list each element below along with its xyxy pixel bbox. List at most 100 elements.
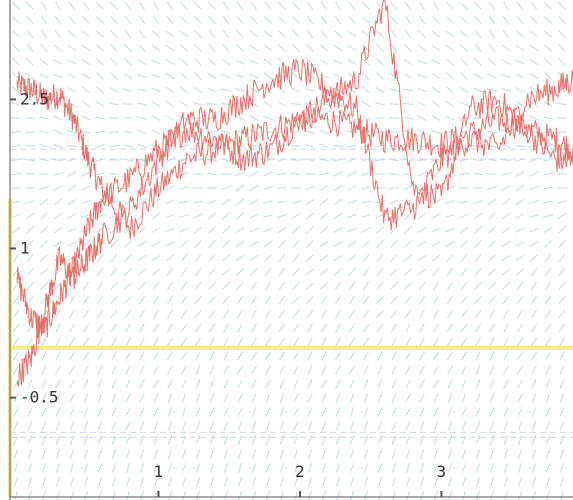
slope-segment: [235, 59, 245, 65]
slope-segment: [515, 44, 525, 52]
slope-segment: [542, 200, 554, 204]
slope-segment: [82, 309, 90, 319]
slope-segment: [559, 407, 565, 417]
slope-segment: [138, 1, 146, 11]
slope-segment: [111, 393, 117, 403]
slope-segment: [126, 477, 130, 487]
slope-segment: [319, 254, 329, 262]
slope-segment: [378, 491, 382, 500]
slope-segment: [208, 296, 216, 304]
slope-segment: [53, 226, 63, 234]
slope-segment: [236, 1, 244, 11]
slope-segment: [293, 365, 299, 375]
slope-segment: [39, 58, 49, 66]
slope-segment: [278, 281, 286, 291]
slope-segment: [333, 241, 343, 247]
slope-segment: [333, 59, 343, 65]
slope-segment: [333, 44, 343, 52]
slope-segment: [474, 226, 482, 234]
slope-segment: [362, 253, 370, 263]
slope-segment: [377, 365, 383, 375]
slope-segment: [235, 129, 245, 135]
slope-segment: [447, 393, 453, 403]
slope-segment: [262, 131, 274, 133]
slope-segment: [237, 323, 243, 333]
slope-segment: [558, 295, 566, 305]
slope-segment: [264, 295, 272, 305]
slope-segment: [458, 173, 470, 175]
slope-segment: [251, 449, 257, 459]
slope-segment: [166, 267, 174, 277]
slope-segment: [250, 351, 258, 361]
slope-segment: [209, 449, 215, 459]
slope-segment: [279, 421, 285, 431]
slope-segment: [291, 102, 301, 106]
slope-segment: [236, 15, 244, 25]
slope-segment: [69, 379, 75, 389]
slope-segment: [263, 30, 273, 38]
slope-segment: [474, 296, 482, 304]
slope-segment: [11, 130, 21, 134]
slope-segment: [194, 2, 202, 10]
slope-segment: [446, 323, 454, 333]
slope-segment: [377, 435, 383, 445]
slope-segment: [391, 379, 397, 389]
slope-segment: [321, 323, 327, 333]
slope-segment: [503, 337, 509, 347]
slope-segment: [53, 44, 63, 52]
slope-segment: [376, 30, 384, 38]
slope-segment: [431, 114, 441, 122]
slope-segment: [69, 463, 75, 473]
slope-segment: [223, 365, 229, 375]
slope-segment: [559, 365, 565, 375]
slope-segment: [293, 351, 299, 361]
slope-segment: [95, 16, 105, 24]
slope-segment: [27, 379, 33, 389]
slope-segment: [335, 449, 341, 459]
y-tick-label: -0.5: [20, 388, 59, 407]
slope-segment: [42, 477, 46, 487]
slope-segment: [56, 449, 60, 459]
slope-segment: [151, 87, 161, 93]
slope-segment: [168, 491, 173, 500]
slope-segment: [518, 491, 523, 500]
slope-segment: [165, 45, 175, 51]
slope-segment: [124, 58, 132, 66]
slope-segment: [362, 309, 370, 319]
slope-segment: [349, 477, 355, 487]
slope-segment: [67, 241, 77, 247]
slope-segment: [96, 281, 104, 291]
slope-segment: [151, 268, 161, 276]
slope-segment: [404, 309, 412, 319]
slope-segment: [405, 435, 411, 445]
slope-segment: [320, 1, 328, 11]
slope-segment: [306, 225, 314, 235]
slope-segment: [558, 16, 566, 24]
slope-segment: [208, 268, 216, 276]
slope-segment: [110, 281, 118, 291]
slope-segment: [433, 407, 439, 417]
slope-segment: [181, 393, 187, 403]
slope-segment: [349, 421, 355, 431]
slope-segment: [223, 421, 229, 431]
slope-segment: [391, 337, 397, 347]
slope-segment: [111, 421, 117, 431]
slope-segment: [460, 2, 468, 10]
slope-segment: [545, 379, 551, 389]
slope-segment: [460, 57, 468, 67]
slope-segment: [417, 73, 427, 79]
slope-segment: [69, 393, 75, 403]
slope-segment: [489, 323, 495, 333]
slope-segment: [27, 393, 33, 403]
slope-segment: [81, 44, 91, 52]
slope-segment: [558, 267, 566, 277]
slope-segment: [82, 1, 90, 11]
slope-segment: [529, 58, 539, 66]
slope-segment: [208, 1, 216, 11]
slope-segment: [278, 44, 286, 52]
slope-segment: [403, 58, 413, 66]
slope-segment: [392, 477, 396, 487]
slope-segment: [195, 449, 201, 459]
slope-segment: [223, 449, 229, 459]
slope-segment: [236, 29, 244, 39]
